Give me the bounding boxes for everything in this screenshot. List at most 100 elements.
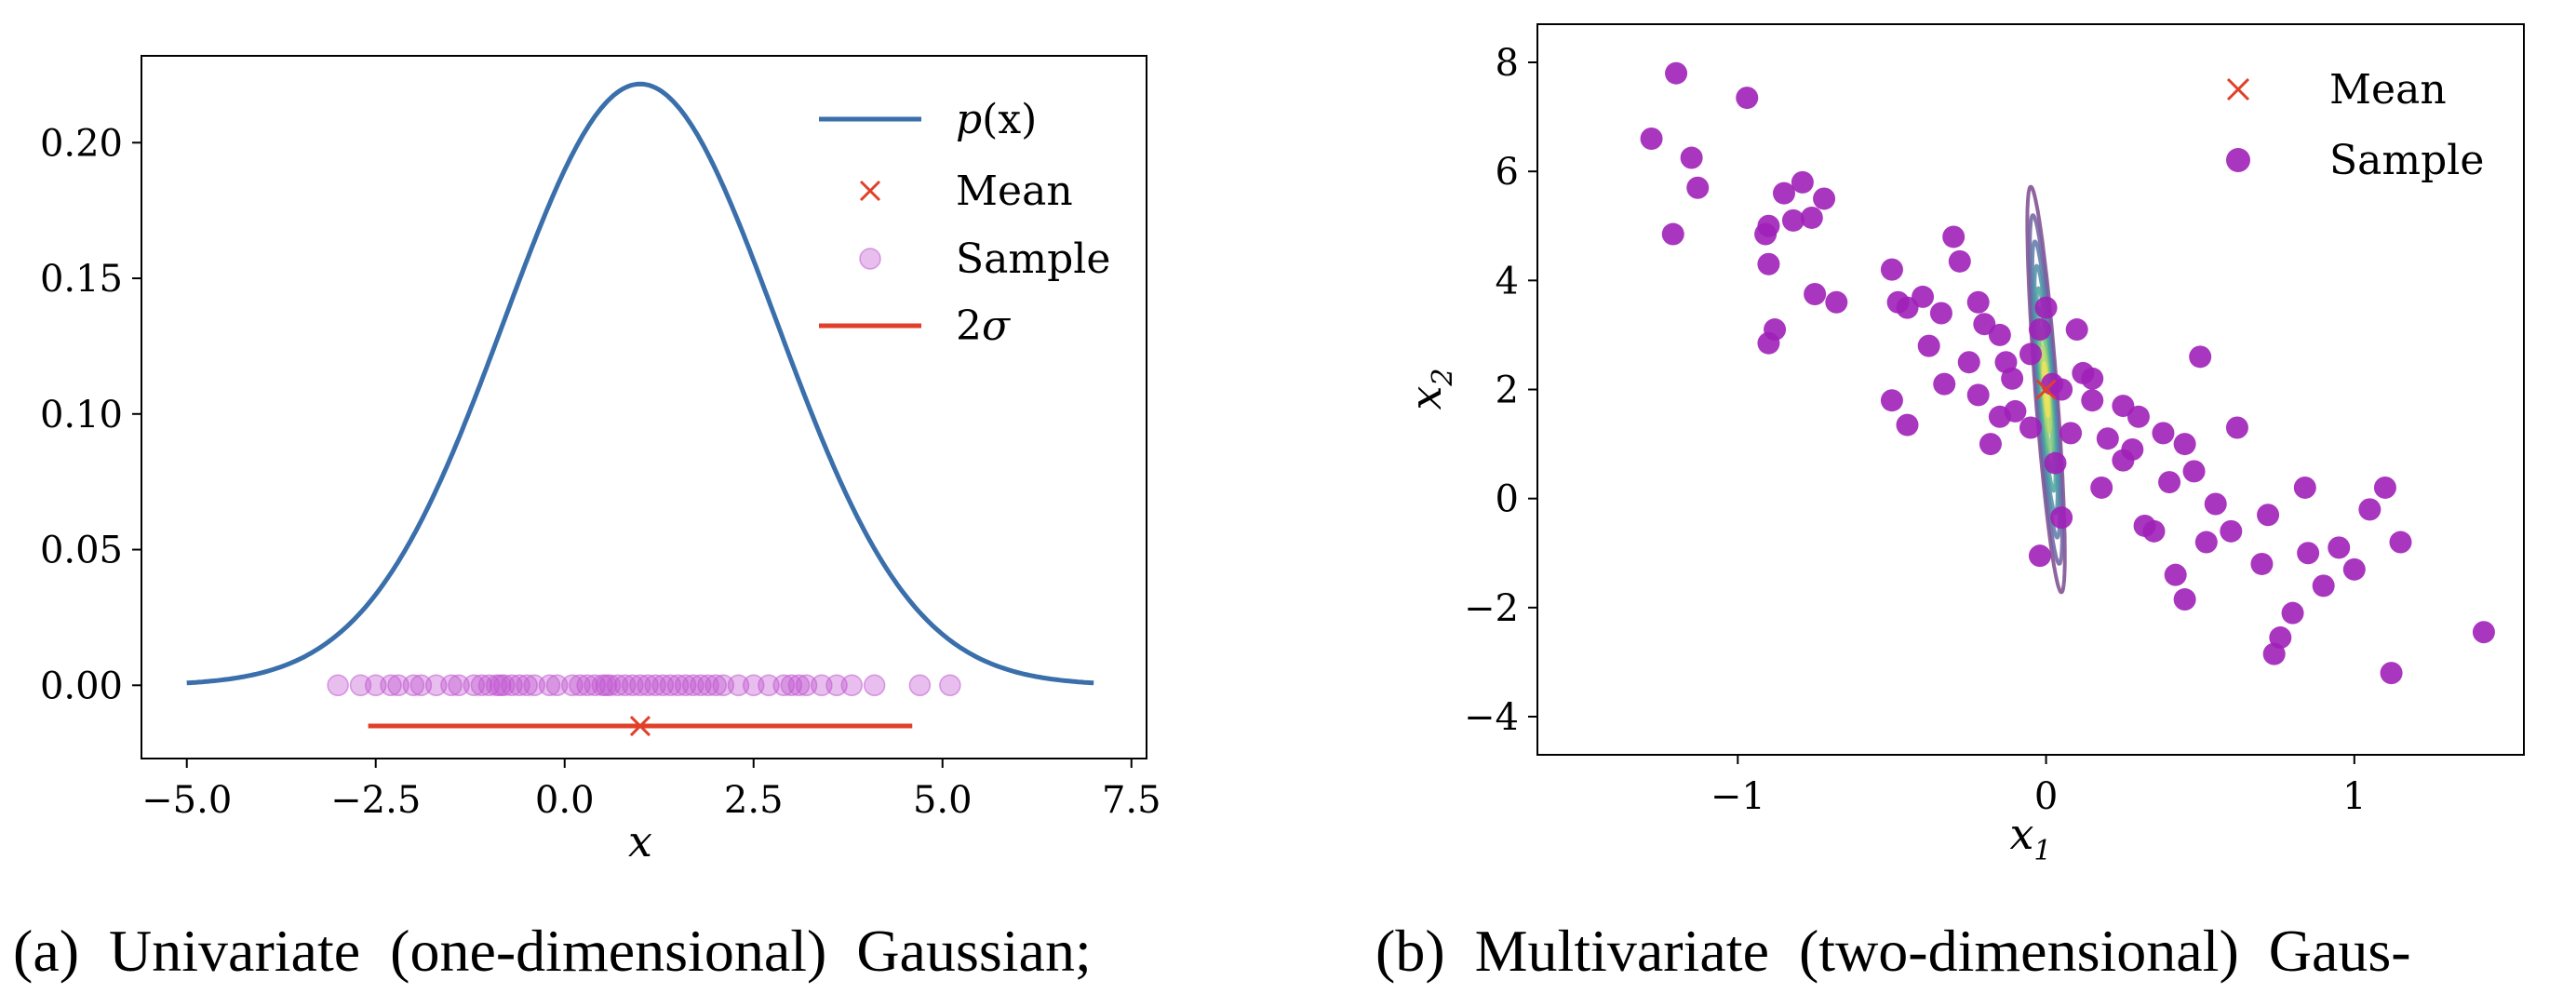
sample-point [2189, 345, 2212, 369]
sample-point [2220, 519, 2243, 543]
sample-point [666, 674, 690, 697]
sample-point [863, 674, 886, 697]
sample-point [712, 674, 735, 697]
sample-point [795, 674, 818, 697]
legend-mean-swatch [859, 180, 881, 202]
sample-point [1757, 252, 1780, 275]
sample-point [2389, 531, 2412, 554]
sample-point [569, 674, 591, 697]
y-tick-label: 0.15 [40, 258, 123, 301]
sample-point [811, 674, 833, 697]
sample-point [440, 674, 463, 697]
legend-sample-swatch [859, 248, 881, 270]
sample-point [2044, 451, 2067, 475]
sample-point [470, 674, 493, 697]
sample-point [939, 674, 961, 697]
sample-point [2194, 531, 2218, 554]
sample-point [1979, 433, 2002, 456]
sample-point [380, 674, 402, 697]
sample-point [2065, 318, 2088, 342]
sample-point [2182, 460, 2206, 483]
mean-marker [2035, 379, 2057, 400]
legend-label-main: Mean [956, 168, 1073, 215]
legend-mean-swatch [2226, 77, 2250, 101]
sample-point [674, 674, 697, 697]
sample-point [2250, 552, 2274, 575]
sample-point [387, 674, 409, 697]
sample-point [1813, 187, 1836, 210]
sample-point [1825, 290, 1848, 314]
legend-entry: Sample [859, 235, 1110, 283]
y-tick-label: −4 [1464, 696, 1519, 739]
sample-point [508, 674, 530, 697]
y-tick-label: 0.00 [40, 665, 123, 707]
x-tick-label: 2.5 [724, 779, 784, 822]
plot-area-a [141, 55, 1147, 759]
legend-a: p(x) Mean Sample 2σ [819, 96, 1110, 350]
legend-label: Mean [956, 168, 1073, 215]
sample-point [2328, 536, 2351, 559]
sample-point [727, 674, 750, 697]
sample-point [1800, 206, 1823, 229]
legend-mean-swatch-stroke-2 [859, 180, 881, 202]
sample-point [908, 674, 932, 697]
sample-point [1912, 285, 1935, 308]
sample-point [1973, 313, 1996, 336]
legend-label-main: Sample [956, 235, 1110, 283]
sample-point [659, 674, 682, 697]
x-tick-label: −2.5 [330, 779, 421, 822]
x-axis-label-b-sub: 1 [2033, 835, 2051, 867]
sample-point [758, 674, 780, 697]
sample-point [606, 674, 629, 697]
sample-point [613, 674, 637, 697]
y-ticks-a: 0.00 0.05 0.10 0.15 0.20 [40, 122, 141, 707]
sample-point [787, 674, 811, 697]
sample-point [2121, 437, 2144, 461]
x-axis-label-b-main: x [2009, 809, 2033, 859]
sample-point [2081, 367, 2104, 390]
sample-point [1966, 290, 1990, 314]
sample-point [637, 674, 659, 697]
sample-point [690, 674, 712, 697]
sample-point [2257, 504, 2280, 527]
sample-point [697, 674, 719, 697]
y-axis-label-b-sub: 2 [1427, 368, 1459, 386]
sample-point [2373, 476, 2396, 499]
sample-point [2312, 574, 2335, 598]
sample-point [2297, 542, 2320, 565]
sample-point [1686, 176, 1710, 199]
legend-b: Mean Sample [2226, 66, 2484, 184]
x-tick-label: 1 [2342, 775, 2366, 818]
sample-point [629, 674, 651, 697]
plot-contents-b [1640, 61, 2495, 685]
sample-point [1665, 61, 1688, 85]
sample-point [2342, 557, 2366, 581]
sample-point [448, 674, 470, 697]
sample-point [2019, 416, 2042, 439]
sample-point [1791, 170, 1814, 194]
legend-label: Mean [2329, 66, 2447, 114]
contour-line [2041, 361, 2051, 418]
x-tick-label: 7.5 [1102, 779, 1161, 822]
y-tick-label: 4 [1496, 260, 1519, 302]
sample-point [2380, 662, 2403, 685]
sample-point [2050, 506, 2073, 530]
sample-point [1896, 413, 1919, 437]
sample-point [1736, 87, 1759, 110]
sample-point [1966, 383, 1990, 407]
x-ticks-a: −5.0 −2.5 0.0 2.5 5.0 7.5 [141, 759, 1161, 822]
sample-point [2096, 427, 2119, 450]
sample-point [1880, 258, 1903, 281]
sample-point [2281, 601, 2304, 625]
y-tick-label: 8 [1496, 42, 1519, 85]
sample-point [523, 674, 546, 697]
sample-point [598, 674, 622, 697]
sample-point [402, 674, 425, 697]
sample-point [622, 674, 644, 697]
x-ticks-b: −1 0 1 [1711, 755, 2367, 818]
sample-point [704, 674, 727, 697]
legend-label-main: p [956, 96, 982, 143]
sample-point [644, 674, 666, 697]
x-tick-label: 5.0 [913, 779, 973, 822]
sample-point [2050, 378, 2073, 401]
